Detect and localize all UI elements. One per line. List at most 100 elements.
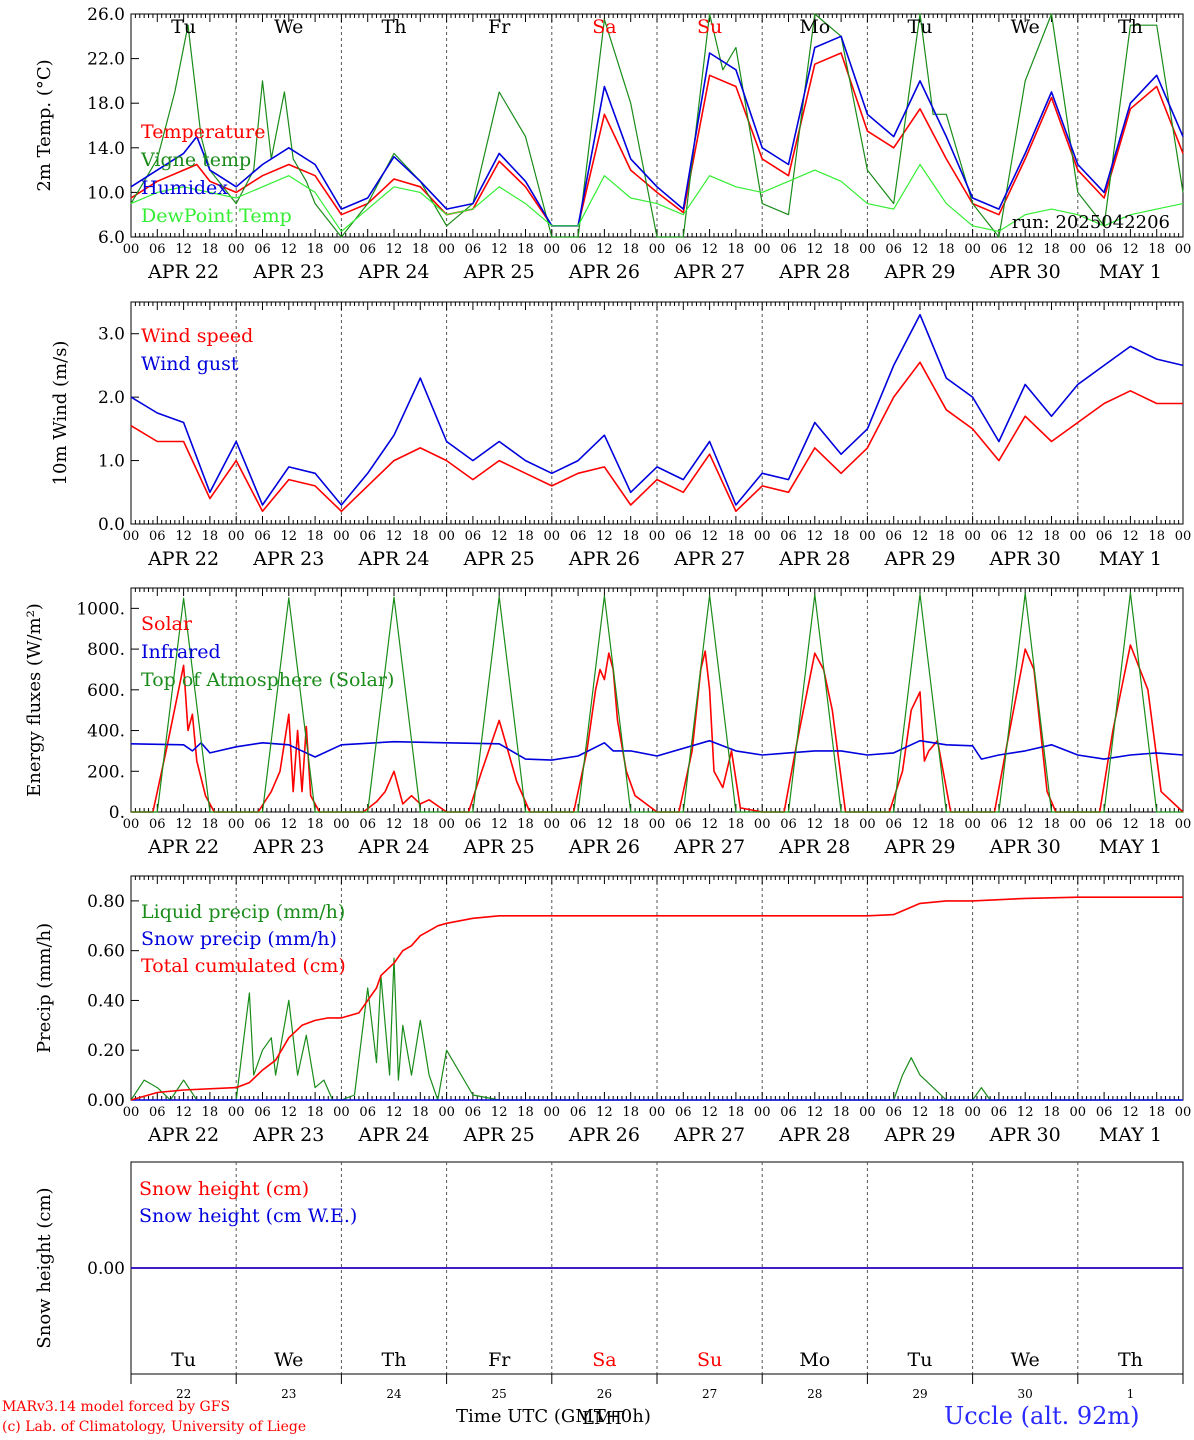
day-number: 24 <box>386 1387 402 1401</box>
day-number: 27 <box>702 1387 717 1401</box>
hour-tick-label: 12 <box>912 242 929 257</box>
hour-tick-label: 18 <box>412 1105 429 1120</box>
hour-tick-label: 18 <box>202 242 219 257</box>
date-label: APR 26 <box>568 836 640 858</box>
hour-tick-label: 18 <box>1043 242 1060 257</box>
legend-entry: DewPoint Temp <box>141 205 292 227</box>
date-label: APR 27 <box>673 836 745 858</box>
x-axis-title-overlay: LMT <box>582 1408 624 1429</box>
hour-tick-label: 12 <box>386 817 403 832</box>
hour-tick-label: 12 <box>701 242 718 257</box>
weekday-label: Su <box>697 16 722 38</box>
hour-tick-label: 06 <box>780 529 797 544</box>
weekday-label: Th <box>382 1349 407 1371</box>
date-label: APR 30 <box>989 836 1061 858</box>
date-label: APR 27 <box>673 548 745 570</box>
date-label: APR 26 <box>568 1124 640 1146</box>
panel-5: 0.00 Snow height (cm) Snow height (cm) Snow… <box>34 1161 1184 1375</box>
hour-tick-label: 06 <box>359 242 376 257</box>
hour-tick-label: 06 <box>885 242 902 257</box>
hour-tick-label: 18 <box>833 242 850 257</box>
date-label: APR 23 <box>252 548 324 570</box>
hour-tick-label: 00 <box>228 529 245 544</box>
panel-4: 0.00 0.20 0.40 0.60 0.80 Precip (mm/h) 00 06 12 1… <box>34 875 1192 1146</box>
hour-tick-label: 18 <box>202 529 219 544</box>
hour-tick-label: 12 <box>491 1105 508 1120</box>
y-tick-label: 18.0 <box>87 94 125 114</box>
weekday-label: We <box>274 16 303 38</box>
panel-2: 0.0 1.0 2.0 3.0 10m Wind (m/s) 00 06 12 18 APR 22… <box>50 301 1191 570</box>
hour-tick-label: 06 <box>359 529 376 544</box>
y-tick-label: 0. <box>109 803 125 823</box>
hour-tick-label: 18 <box>412 242 429 257</box>
date-label: APR 24 <box>357 548 429 570</box>
hour-tick-label: 18 <box>307 242 324 257</box>
hour-tick-label: 00 <box>438 242 455 257</box>
hour-tick-label: 06 <box>570 817 587 832</box>
hour-tick-label: 12 <box>386 242 403 257</box>
y-tick-label: 3.0 <box>98 325 125 345</box>
hour-tick-label: 06 <box>991 529 1008 544</box>
hour-tick-label: 06 <box>675 529 692 544</box>
legend-entry: Snow precip (mm/h) <box>141 928 337 950</box>
hour-tick-label: 12 <box>1017 242 1034 257</box>
day-number: 1 <box>1127 1387 1135 1401</box>
hour-tick-label: 18 <box>1043 529 1060 544</box>
hour-tick-label: 00 <box>123 529 140 544</box>
y-tick-label: 0.60 <box>87 942 125 962</box>
hour-tick-label: 12 <box>1122 242 1139 257</box>
hour-tick-label: 12 <box>807 1105 824 1120</box>
hour-tick-label: 06 <box>991 817 1008 832</box>
y-tick-label: 26.0 <box>87 5 125 25</box>
hour-tick-label: 00 <box>859 1105 876 1120</box>
hour-tick-label: 18 <box>833 529 850 544</box>
hour-tick-label: 00 <box>1175 242 1192 257</box>
legend-entry: Snow height (cm) <box>139 1178 309 1200</box>
date-label: APR 25 <box>463 1124 535 1146</box>
date-label: APR 22 <box>147 1124 219 1146</box>
hour-tick-label: 00 <box>544 817 561 832</box>
hour-tick-label: 12 <box>807 817 824 832</box>
date-label: APR 22 <box>147 548 219 570</box>
weekday-label: Tu <box>908 16 933 38</box>
date-label: APR 24 <box>357 1124 429 1146</box>
weekday-label: Sa <box>592 16 616 38</box>
hour-tick-label: 00 <box>1175 1105 1192 1120</box>
hour-tick-label: 00 <box>1070 242 1087 257</box>
y-tick-label: 0.00 <box>87 1091 125 1111</box>
weekday-label: Th <box>382 16 407 38</box>
hour-tick-label: 06 <box>570 1105 587 1120</box>
hour-tick-label: 00 <box>333 1105 350 1120</box>
hour-tick-label: 18 <box>1148 817 1165 832</box>
hour-tick-label: 12 <box>281 242 298 257</box>
date-label: APR 28 <box>778 836 850 858</box>
hour-tick-label: 00 <box>123 1105 140 1120</box>
legend-entry: Snow height (cm W.E.) <box>139 1205 357 1227</box>
hour-tick-label: 06 <box>465 529 482 544</box>
hour-tick-label: 12 <box>701 1105 718 1120</box>
y-tick-label: 0.0 <box>98 515 125 535</box>
hour-tick-label: 18 <box>938 529 955 544</box>
hour-tick-label: 00 <box>333 817 350 832</box>
hour-tick-label: 00 <box>754 1105 771 1120</box>
series-line-top-of-atmosphere-solar- <box>131 592 1183 813</box>
hour-tick-label: 06 <box>1096 242 1113 257</box>
date-label: APR 22 <box>147 261 219 283</box>
hour-tick-label: 12 <box>491 242 508 257</box>
hour-tick-label: 06 <box>675 817 692 832</box>
series-line-liquid-precip-mm-h- <box>130 957 1183 1101</box>
series-line-wind-speed <box>130 361 1183 513</box>
y-axis-label: 10m Wind (m/s) <box>50 341 71 486</box>
y-tick-label: 800. <box>87 640 125 660</box>
hour-tick-label: 18 <box>622 529 639 544</box>
day-number: 28 <box>807 1387 822 1401</box>
hour-tick-label: 00 <box>859 817 876 832</box>
hour-tick-label: 12 <box>386 529 403 544</box>
hour-tick-label: 00 <box>964 1105 981 1120</box>
date-label: APR 28 <box>778 548 850 570</box>
station-name: Uccle (alt. 92m) <box>944 1402 1140 1430</box>
y-tick-label: 2.0 <box>98 388 125 408</box>
hour-tick-label: 00 <box>544 529 561 544</box>
hour-tick-label: 18 <box>307 529 324 544</box>
